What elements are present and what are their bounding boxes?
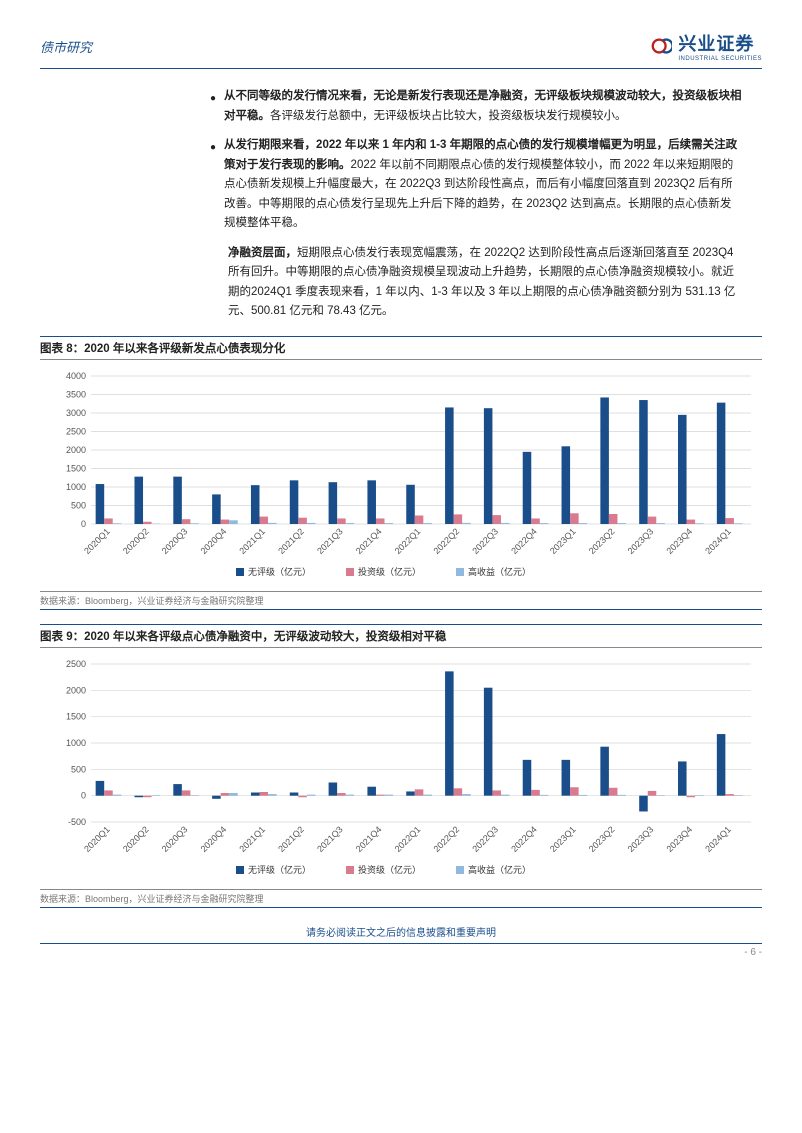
svg-text:2021Q4: 2021Q4 xyxy=(354,824,384,854)
svg-text:2020Q4: 2020Q4 xyxy=(199,526,229,556)
svg-text:2024Q1: 2024Q1 xyxy=(703,526,733,556)
svg-text:2022Q2: 2022Q2 xyxy=(432,824,462,854)
svg-text:2020Q3: 2020Q3 xyxy=(160,526,190,556)
svg-text:500: 500 xyxy=(71,501,86,511)
svg-text:2023Q2: 2023Q2 xyxy=(587,824,617,854)
chart-9-title: 图表 9：2020 年以来各评级点心债净融资中，无评级波动较大，投资级相对平稳 xyxy=(40,624,762,648)
svg-text:2022Q1: 2022Q1 xyxy=(393,526,423,556)
brand-sub: INDUSTRIAL SECURITIES xyxy=(678,56,762,62)
brand-name: 兴业证券 xyxy=(678,30,762,56)
svg-text:2020Q1: 2020Q1 xyxy=(82,824,112,854)
svg-text:2021Q1: 2021Q1 xyxy=(237,824,267,854)
svg-text:2022Q2: 2022Q2 xyxy=(432,526,462,556)
svg-text:投资级（亿元）: 投资级（亿元） xyxy=(358,864,421,875)
svg-text:2000: 2000 xyxy=(66,445,86,455)
page-number: - 6 - xyxy=(40,943,762,958)
svg-text:2023Q1: 2023Q1 xyxy=(548,824,578,854)
svg-text:2500: 2500 xyxy=(66,659,86,669)
svg-text:3500: 3500 xyxy=(66,390,86,400)
svg-text:2020Q2: 2020Q2 xyxy=(121,526,151,556)
body-text: ● 从不同等级的发行情况来看，无论是新发行表现还是净融资，无评级板块规模波动较大… xyxy=(210,87,742,322)
svg-text:500: 500 xyxy=(71,764,86,774)
svg-text:2020Q2: 2020Q2 xyxy=(121,824,151,854)
svg-text:2022Q4: 2022Q4 xyxy=(509,526,539,556)
svg-text:2021Q4: 2021Q4 xyxy=(354,526,384,556)
svg-text:4000: 4000 xyxy=(66,371,86,381)
svg-text:3000: 3000 xyxy=(66,408,86,418)
svg-text:投资级（亿元）: 投资级（亿元） xyxy=(358,566,421,577)
svg-text:2023Q1: 2023Q1 xyxy=(548,526,578,556)
svg-text:2021Q2: 2021Q2 xyxy=(276,824,306,854)
svg-text:2022Q3: 2022Q3 xyxy=(470,526,500,556)
svg-text:2022Q1: 2022Q1 xyxy=(393,824,423,854)
chart-9-source: 数据来源：Bloomberg，兴业证券经济与金融研究院整理 xyxy=(40,889,762,908)
svg-text:2500: 2500 xyxy=(66,427,86,437)
svg-text:高收益（亿元）: 高收益（亿元） xyxy=(468,864,531,875)
svg-text:2021Q2: 2021Q2 xyxy=(276,526,306,556)
svg-text:-500: -500 xyxy=(68,817,86,827)
svg-text:1000: 1000 xyxy=(66,738,86,748)
para-1-rest: 各评级发行总额中，无评级板块占比较大，投资级板块发行规模较小。 xyxy=(270,110,627,122)
svg-text:2021Q1: 2021Q1 xyxy=(237,526,267,556)
svg-text:2021Q3: 2021Q3 xyxy=(315,526,345,556)
brand-logo: 兴业证券 INDUSTRIAL SECURITIES xyxy=(650,30,762,62)
svg-text:2023Q2: 2023Q2 xyxy=(587,526,617,556)
svg-text:无评级（亿元）: 无评级（亿元） xyxy=(248,864,311,875)
footer-disclaimer: 请务必阅读正文之后的信息披露和重要声明 xyxy=(40,924,762,939)
svg-text:2021Q3: 2021Q3 xyxy=(315,824,345,854)
bullet-icon: ● xyxy=(210,87,216,126)
chart-8: 0 500 1000 1500 2000 2500 3000 3500 4000 2020Q1 20… xyxy=(40,366,762,586)
svg-text:0: 0 xyxy=(81,791,86,801)
svg-text:2020Q1: 2020Q1 xyxy=(82,526,112,556)
chart-8-title: 图表 8：2020 年以来各评级新发点心债表现分化 xyxy=(40,336,762,360)
svg-text:0: 0 xyxy=(81,519,86,529)
chart-8-source: 数据来源：Bloomberg，兴业证券经济与金融研究院整理 xyxy=(40,591,762,610)
svg-text:2022Q4: 2022Q4 xyxy=(509,824,539,854)
para-3-bold: 净融资层面， xyxy=(228,247,297,259)
svg-text:2020Q3: 2020Q3 xyxy=(160,824,190,854)
svg-text:2022Q3: 2022Q3 xyxy=(470,824,500,854)
svg-text:1000: 1000 xyxy=(66,482,86,492)
bullet-icon: ● xyxy=(210,136,216,234)
svg-text:2023Q4: 2023Q4 xyxy=(664,824,694,854)
svg-text:无评级（亿元）: 无评级（亿元） xyxy=(248,566,311,577)
svg-text:1500: 1500 xyxy=(66,712,86,722)
page-header: 债市研究 兴业证券 INDUSTRIAL SECURITIES xyxy=(40,30,762,69)
svg-text:2000: 2000 xyxy=(66,685,86,695)
chart-9: -500 0 500 1000 1500 2000 2500 2020Q1 2020Q2 2020… xyxy=(40,654,762,884)
svg-text:1500: 1500 xyxy=(66,464,86,474)
svg-text:2024Q1: 2024Q1 xyxy=(703,824,733,854)
svg-text:高收益（亿元）: 高收益（亿元） xyxy=(468,566,531,577)
svg-text:2023Q3: 2023Q3 xyxy=(626,824,656,854)
para-3-rest: 短期限点心债发行表现宽幅震荡，在 2022Q2 达到阶段性高点后逐渐回落直至 2… xyxy=(228,247,735,318)
svg-text:2023Q4: 2023Q4 xyxy=(664,526,694,556)
header-category: 债市研究 xyxy=(40,37,92,56)
svg-text:2023Q3: 2023Q3 xyxy=(626,526,656,556)
svg-text:2020Q4: 2020Q4 xyxy=(199,824,229,854)
